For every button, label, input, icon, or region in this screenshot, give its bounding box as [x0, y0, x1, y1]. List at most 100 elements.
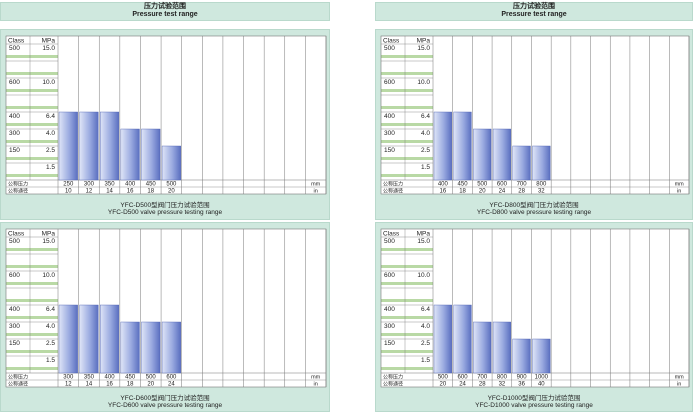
y-tick-class: 600 — [384, 79, 395, 86]
x-tick-mm: 400 — [105, 375, 116, 381]
x-tick-in: 16 — [106, 382, 113, 388]
x-tick-in: 32 — [538, 189, 545, 195]
y-label-background — [6, 229, 58, 387]
y-tick-class: 150 — [384, 340, 395, 347]
y-tick-class: 300 — [384, 130, 395, 137]
x-unit-mm: mm — [675, 182, 685, 188]
y-band — [6, 316, 58, 319]
x-tick-mm: 1000 — [535, 375, 549, 381]
y-header-mpa: MPa — [417, 231, 431, 238]
y-band — [381, 265, 433, 268]
bar — [79, 111, 99, 181]
x-row-label-in: 公称通径 — [383, 188, 403, 195]
y-header-mpa: MPa — [42, 38, 56, 45]
y-label-background — [381, 229, 433, 387]
y-tick-mpa: 6.4 — [46, 306, 55, 313]
chart-panel-d500: Class MPa 500 15.0 600 10.0 400 6.4 300 4.0 150 2.5… — [0, 29, 330, 220]
bar — [492, 128, 511, 181]
y-band — [381, 316, 433, 319]
bar — [512, 338, 531, 374]
y-band — [6, 350, 58, 353]
y-tick-class: 400 — [384, 306, 395, 313]
y-band — [381, 299, 433, 302]
x-tick-in: 18 — [127, 382, 134, 388]
right-title-en: Pressure test range — [501, 11, 567, 18]
y-band — [381, 333, 433, 336]
y-band — [6, 140, 58, 143]
bar — [58, 304, 78, 374]
x-tick-in: 24 — [168, 382, 175, 388]
y-tick-mpa: 10.0 — [417, 272, 430, 279]
bar — [532, 338, 551, 374]
chart-panel-d600: Class MPa 500 15.0 600 10.0 400 6.4 300 4.0 150 2.5… — [0, 222, 330, 412]
x-tick-in: 18 — [459, 189, 466, 195]
bar — [453, 304, 472, 374]
x-tick-in: 10 — [65, 189, 72, 195]
right-column: 压力试验范围 Pressure test range Class MPa 500 15… — [375, 0, 693, 415]
x-tick-mm: 400 — [438, 182, 449, 188]
y-tick-mpa: 1.5 — [46, 357, 55, 364]
x-row-label-mm: 公称压力 — [383, 374, 403, 381]
y-tick-class: 600 — [9, 79, 20, 86]
x-tick-mm: 500 — [438, 375, 449, 381]
bar — [58, 111, 78, 181]
x-tick-in: 24 — [459, 382, 466, 388]
x-tick-in: 14 — [86, 382, 93, 388]
x-unit-mm: mm — [311, 182, 321, 188]
y-band — [381, 55, 433, 58]
y-band — [381, 106, 433, 109]
y-header-class: Class — [8, 38, 25, 45]
x-unit-in: in — [314, 189, 318, 195]
left-title-en: Pressure test range — [132, 11, 198, 18]
y-tick-mpa: 4.0 — [46, 130, 55, 137]
caption-en-d800: YFC-D800 valve pressure testing range — [476, 209, 592, 216]
bar — [453, 111, 472, 181]
y-tick-class: 150 — [384, 147, 395, 154]
x-unit-in: in — [677, 189, 681, 195]
bar — [492, 321, 511, 374]
chart-frame — [5, 35, 327, 195]
bar — [433, 111, 452, 181]
y-tick-class: 600 — [384, 272, 395, 279]
x-tick-mm: 350 — [105, 182, 116, 188]
y-tick-mpa: 1.5 — [421, 164, 430, 171]
y-tick-mpa: 15.0 — [417, 238, 430, 245]
x-tick-in: 18 — [147, 189, 154, 195]
y-tick-class: 500 — [384, 238, 395, 245]
x-row-label-mm: 公称压力 — [8, 374, 28, 381]
y-tick-mpa: 4.0 — [46, 323, 55, 330]
x-tick-in: 40 — [538, 382, 545, 388]
y-tick-class: 400 — [9, 306, 20, 313]
caption-zh-d500: YFC-D500型阀门压力试验范围 — [120, 202, 210, 209]
y-tick-mpa: 15.0 — [417, 45, 430, 52]
left-column: 压力试验范围 Pressure test range Class MPa 500 15… — [0, 0, 330, 415]
chart-frame — [5, 228, 327, 388]
left-header: 压力试验范围 Pressure test range — [0, 2, 330, 21]
y-band — [381, 282, 433, 285]
x-tick-mm: 800 — [536, 182, 547, 188]
chart-frame — [380, 35, 690, 195]
y-tick-class: 400 — [9, 113, 20, 120]
chart-panel-d1000: Class MPa 500 15.0 600 10.0 400 6.4 300 4.0 150 2.5… — [375, 222, 693, 412]
bar — [100, 111, 120, 181]
y-header-mpa: MPa — [417, 38, 431, 45]
bar — [79, 304, 99, 374]
y-tick-class: 150 — [9, 340, 20, 347]
x-unit-mm: mm — [311, 375, 321, 381]
x-unit-mm: mm — [675, 375, 685, 381]
y-tick-mpa: 10.0 — [42, 272, 55, 279]
x-tick-mm: 500 — [146, 375, 157, 381]
right-title-zh: 压力试验范围 — [513, 3, 555, 10]
y-tick-mpa: 1.5 — [421, 357, 430, 364]
chart-svg-d500: Class MPa 500 15.0 600 10.0 400 6.4 300 4.0 150 2.5… — [5, 35, 327, 195]
x-tick-mm: 250 — [63, 182, 74, 188]
x-row-label-in: 公称通径 — [8, 381, 28, 388]
bar — [100, 304, 120, 374]
y-header-class: Class — [8, 231, 25, 238]
x-tick-mm: 700 — [477, 375, 488, 381]
chart-svg-d800: Class MPa 500 15.0 600 10.0 400 6.4 300 4.0 150 2.5… — [380, 35, 690, 195]
bar — [532, 145, 551, 181]
y-tick-mpa: 10.0 — [42, 79, 55, 86]
caption-en-d600: YFC-D600 valve pressure testing range — [107, 402, 223, 409]
x-tick-in: 12 — [86, 189, 93, 195]
